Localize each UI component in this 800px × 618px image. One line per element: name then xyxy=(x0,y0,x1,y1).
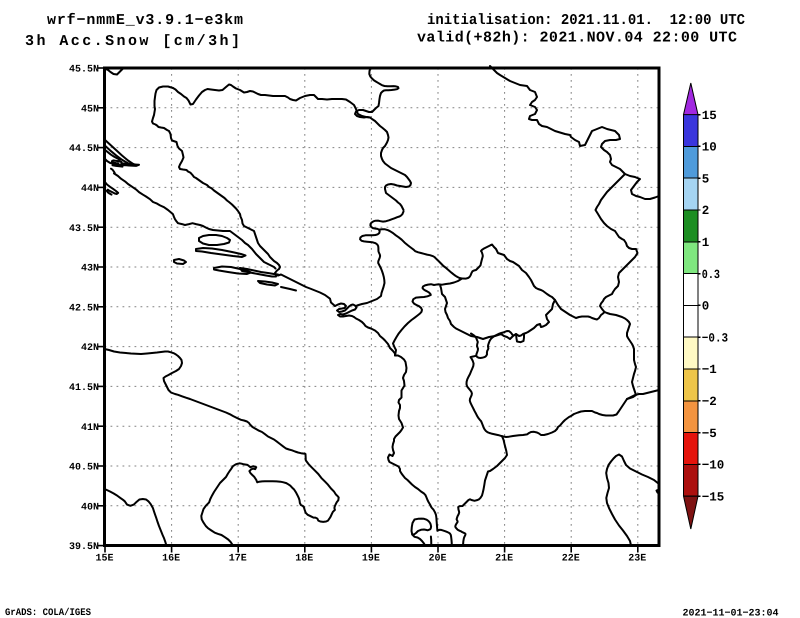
svg-text:44.5N: 44.5N xyxy=(69,144,99,155)
svg-text:GrADS: COLA/IGES: GrADS: COLA/IGES xyxy=(5,607,91,618)
svg-text:0.3: 0.3 xyxy=(702,268,720,282)
svg-text:−10: −10 xyxy=(702,459,725,473)
svg-text:−1: −1 xyxy=(702,363,717,377)
svg-text:21E: 21E xyxy=(495,554,513,565)
svg-text:40.5N: 40.5N xyxy=(69,463,99,474)
svg-text:16E: 16E xyxy=(162,554,180,565)
svg-text:1: 1 xyxy=(702,236,710,250)
svg-text:20E: 20E xyxy=(428,554,446,565)
svg-text:42.5N: 42.5N xyxy=(69,303,99,314)
svg-text:44N: 44N xyxy=(81,184,99,195)
svg-text:43.5N: 43.5N xyxy=(69,224,99,235)
svg-text:wrf−nmmE_v3.9.1−e3km: wrf−nmmE_v3.9.1−e3km xyxy=(47,12,243,29)
svg-text:2: 2 xyxy=(702,204,710,218)
svg-text:−15: −15 xyxy=(702,490,725,504)
svg-text:17E: 17E xyxy=(229,554,247,565)
svg-text:−2: −2 xyxy=(702,395,717,409)
svg-text:23E: 23E xyxy=(628,554,646,565)
svg-text:41.5N: 41.5N xyxy=(69,383,99,394)
svg-text:45N: 45N xyxy=(81,104,99,115)
svg-text:5: 5 xyxy=(702,172,710,186)
svg-text:22E: 22E xyxy=(562,554,580,565)
svg-text:19E: 19E xyxy=(362,554,380,565)
svg-text:valid(+82h): 2021.NOV.04 22:00: valid(+82h): 2021.NOV.04 22:00 UTC xyxy=(417,30,737,47)
svg-text:40N: 40N xyxy=(81,502,99,513)
svg-text:−0.3: −0.3 xyxy=(702,331,728,345)
svg-text:39.5N: 39.5N xyxy=(69,542,99,553)
svg-text:2021−11−01−23:04: 2021−11−01−23:04 xyxy=(683,609,779,618)
svg-text:3h Acc.Snow [cm/3h]: 3h Acc.Snow [cm/3h] xyxy=(25,33,240,50)
svg-text:initialisation: 2021.11.01. 1: initialisation: 2021.11.01. 12:00 UTC xyxy=(427,12,745,29)
svg-text:42N: 42N xyxy=(81,343,99,354)
svg-text:0: 0 xyxy=(702,300,710,314)
svg-text:15: 15 xyxy=(702,109,717,123)
svg-text:10: 10 xyxy=(702,141,717,155)
svg-text:43N: 43N xyxy=(81,264,99,275)
svg-text:−5: −5 xyxy=(702,427,717,441)
svg-text:45.5N: 45.5N xyxy=(69,65,99,76)
svg-text:15E: 15E xyxy=(95,554,113,565)
svg-text:18E: 18E xyxy=(295,554,313,565)
svg-text:41N: 41N xyxy=(81,423,99,434)
